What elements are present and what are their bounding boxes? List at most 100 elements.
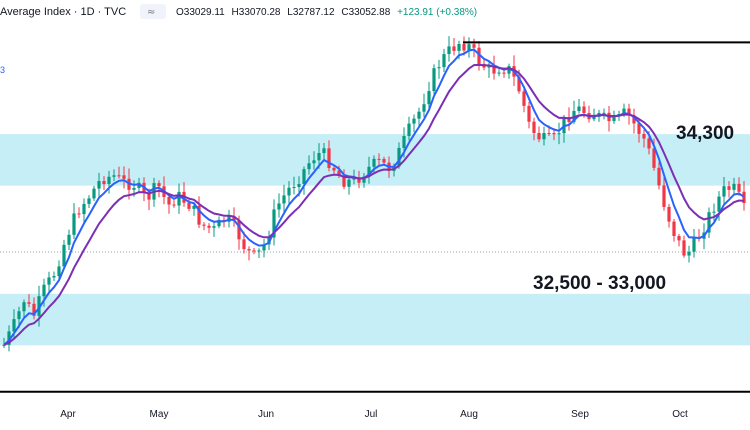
candle-body xyxy=(122,175,126,179)
compare-button[interactable] xyxy=(140,4,166,19)
candle-body xyxy=(667,206,671,222)
candle-body xyxy=(547,133,551,135)
candle-body xyxy=(682,240,686,256)
candle-body xyxy=(257,250,261,252)
candle-body xyxy=(412,118,416,124)
x-tick-label: Aug xyxy=(460,409,478,420)
candle-body xyxy=(177,191,181,206)
x-tick-label: Apr xyxy=(60,409,76,420)
candle-body xyxy=(67,234,71,245)
candle-body xyxy=(557,133,561,135)
resistance-zone-label: 34,300 xyxy=(676,123,734,144)
candle-body xyxy=(582,106,586,114)
candle-body xyxy=(157,183,161,187)
candle-body xyxy=(627,108,631,116)
candle-body xyxy=(527,105,531,122)
support-zone xyxy=(0,293,750,346)
candle-body xyxy=(337,170,341,176)
support-zone-label: 32,500 - 33,000 xyxy=(533,273,666,294)
candle-body xyxy=(637,123,641,134)
candle-body xyxy=(312,160,316,164)
symbol-title[interactable]: Average Index · 1D · TVC xyxy=(0,6,126,18)
candle-body xyxy=(292,187,296,189)
candle-body xyxy=(382,159,386,163)
candle-body xyxy=(92,188,96,199)
candle-body xyxy=(7,331,11,345)
candle-body xyxy=(542,133,546,140)
candle-body xyxy=(242,239,246,250)
candle-body xyxy=(517,76,521,92)
candle-body xyxy=(207,225,211,228)
candle-body xyxy=(62,244,66,267)
candle-body xyxy=(367,166,371,177)
candle-body xyxy=(477,47,481,64)
candle-body xyxy=(522,91,526,106)
x-tick-label: May xyxy=(150,409,169,420)
candle-body xyxy=(322,148,326,154)
candle-body xyxy=(187,202,191,209)
candle-body xyxy=(692,238,696,252)
candle-body xyxy=(417,111,421,119)
candle-body xyxy=(672,221,676,236)
candle-body xyxy=(42,284,46,297)
candle-body xyxy=(402,135,406,148)
candle-body xyxy=(437,67,441,69)
candle-body xyxy=(457,43,461,51)
candle-body xyxy=(647,138,651,149)
x-tick-label: Jun xyxy=(258,409,274,420)
candle-body xyxy=(132,187,136,190)
candle-body xyxy=(537,132,541,140)
candle-body xyxy=(612,115,616,122)
candle-body xyxy=(717,196,721,212)
candle-body xyxy=(622,108,626,115)
candle-body xyxy=(737,183,741,192)
candle-body xyxy=(377,158,381,160)
candle-body xyxy=(272,209,276,238)
slow-moving-average xyxy=(3,63,745,346)
candle-body xyxy=(112,175,116,177)
candle-body xyxy=(27,302,31,304)
candle-body xyxy=(107,176,111,185)
candle-body xyxy=(707,212,711,233)
candle-body xyxy=(47,277,51,285)
candle-body xyxy=(302,169,306,185)
candle-body xyxy=(282,195,286,204)
candle-body xyxy=(727,186,731,190)
candle-body xyxy=(192,205,196,209)
candle-body xyxy=(432,68,436,92)
candle-body xyxy=(287,187,291,196)
candle-body xyxy=(732,183,736,190)
candle-body xyxy=(117,175,121,177)
candle-body xyxy=(87,198,91,204)
candle-body xyxy=(662,185,666,207)
candle-body xyxy=(657,167,661,186)
candle-body xyxy=(492,65,496,74)
candle-body xyxy=(722,186,726,197)
candle-body xyxy=(472,44,476,48)
candle-body xyxy=(487,65,491,68)
candle-body xyxy=(72,213,76,235)
candle-body xyxy=(632,115,636,124)
candle-body xyxy=(22,302,26,312)
candle-body xyxy=(77,213,81,215)
candle-body xyxy=(2,344,6,346)
candle-body xyxy=(467,44,471,51)
moving-averages xyxy=(3,48,745,346)
candle-body xyxy=(57,266,61,277)
x-tick-label: Sep xyxy=(571,409,589,420)
candle-body xyxy=(52,276,56,278)
candle-body xyxy=(147,193,151,200)
candle-body xyxy=(742,191,746,204)
candle-body xyxy=(32,303,36,316)
candle-body xyxy=(532,121,536,133)
candle-body xyxy=(237,220,241,240)
candle-body xyxy=(352,178,356,180)
candle-body xyxy=(452,46,456,51)
candle-body xyxy=(332,167,336,171)
candle-body xyxy=(677,235,681,241)
candle-body xyxy=(687,251,691,256)
candle-body xyxy=(502,72,506,74)
candle-body xyxy=(347,179,351,187)
compare-icon: ≈ xyxy=(147,7,155,18)
